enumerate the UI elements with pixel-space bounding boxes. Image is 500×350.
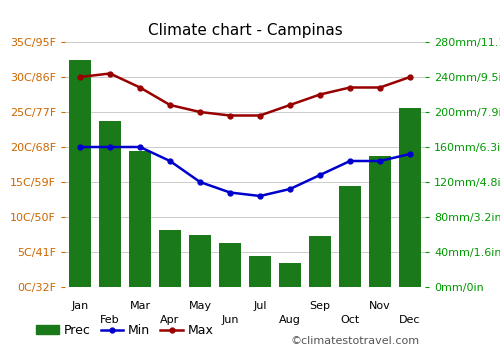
Text: Aug: Aug	[279, 315, 301, 325]
Text: Dec: Dec	[399, 315, 421, 325]
Text: May: May	[188, 301, 212, 311]
Legend: Prec, Min, Max: Prec, Min, Max	[31, 319, 218, 342]
Text: Jan: Jan	[72, 301, 88, 311]
Bar	[69, 60, 91, 287]
Bar	[369, 156, 391, 287]
Bar	[99, 121, 121, 287]
Bar	[159, 230, 181, 287]
Bar	[399, 108, 421, 287]
Text: Sep: Sep	[310, 301, 330, 311]
Bar	[249, 256, 271, 287]
Title: Climate chart - Campinas: Climate chart - Campinas	[148, 23, 342, 38]
Text: Feb: Feb	[100, 315, 120, 325]
Bar	[309, 236, 331, 287]
Text: ©climatestotravel.com: ©climatestotravel.com	[290, 336, 419, 346]
Text: Oct: Oct	[340, 315, 359, 325]
Bar	[339, 187, 361, 287]
Bar	[279, 262, 301, 287]
Text: Mar: Mar	[130, 301, 150, 311]
Text: Apr: Apr	[160, 315, 180, 325]
Bar	[129, 152, 151, 287]
Bar	[189, 234, 211, 287]
Text: Jul: Jul	[254, 301, 267, 311]
Bar	[219, 243, 241, 287]
Text: Jun: Jun	[221, 315, 239, 325]
Text: Nov: Nov	[369, 301, 391, 311]
